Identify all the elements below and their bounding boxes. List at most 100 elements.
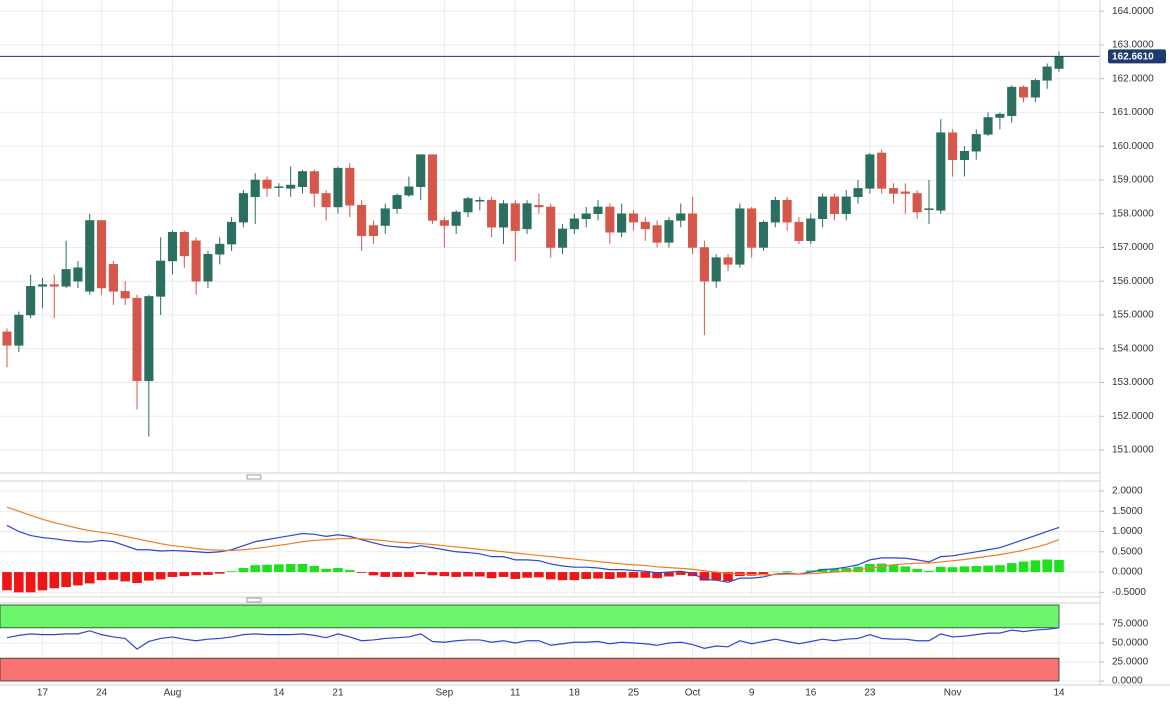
indicator-line [6,506,1060,576]
candle-body [865,154,875,189]
y-tick-label: 153.0000 [1112,377,1154,388]
y-tick-label: 161.0000 [1112,107,1154,118]
panel-resize-handle[interactable] [246,474,262,480]
x-tick-label: Nov [944,688,962,699]
candle-body [262,179,272,189]
candle-body [345,167,355,206]
candle-body [73,267,83,282]
y-tick-label: 162.0000 [1112,73,1154,84]
indicator-line [6,627,1060,650]
histogram-bar [439,572,450,577]
candle-body [959,151,969,160]
histogram-bar [96,572,107,581]
histogram-bar [344,570,355,573]
histogram-bar [404,572,414,577]
y-tick-label: 0.0000 [1112,676,1143,687]
histogram-bar [297,563,308,573]
histogram-bar [983,565,993,573]
candle-body [85,220,95,292]
candle-body [463,198,473,213]
candle-body [794,221,804,241]
candle-body [652,225,662,243]
candle-body [37,284,48,287]
candle-body [912,193,922,213]
histogram-bar [628,572,639,578]
histogram-bar [557,572,568,581]
histogram-bar [522,572,532,578]
candle-body [498,203,508,228]
candle-body [924,208,934,210]
candle-body [392,194,402,209]
histogram-bar [699,572,710,581]
histogram-bar [475,572,485,577]
panel-resize-handle[interactable] [246,597,262,603]
histogram-bar [593,572,603,579]
candle-body [321,193,331,208]
histogram-bar [971,565,982,573]
histogram-bar [723,572,733,581]
candle-body [120,291,130,299]
y-tick-label: 25.0000 [1112,657,1149,668]
y-tick-label: 158.0000 [1112,208,1154,219]
candle-body [841,196,851,214]
candle-body [510,203,520,231]
histogram-bar [226,571,237,573]
candle-body [297,171,308,187]
y-tick-label: 2.0000 [1112,486,1143,497]
candle-body [617,213,627,233]
y-tick-label: 75.0000 [1112,619,1149,630]
rsi-zone [0,604,1060,629]
candle-body [309,171,319,194]
histogram-bar [924,570,934,573]
candle-body [948,132,958,160]
candle-body [522,203,532,230]
candle-body [877,152,887,189]
y-tick-label: 163.0000 [1112,40,1154,51]
histogram-bar [427,572,438,576]
y-tick-label: 160.0000 [1112,141,1154,152]
histogram-bar [758,572,769,575]
x-tick-label: 21 [332,688,344,699]
x-tick-label: 14 [1053,688,1065,699]
candle-body [144,296,154,382]
histogram-bar [262,564,272,573]
candle-body [108,264,118,292]
histogram-bar [935,566,946,573]
candle-body [61,269,71,287]
y-tick-label: 154.0000 [1112,343,1154,354]
histogram-bar [959,566,970,573]
candle-body [853,188,863,198]
candle-body [1018,86,1029,98]
candle-body [227,221,237,245]
histogram-bar [616,572,627,578]
candle-body [1042,66,1052,81]
histogram-bar [569,572,580,581]
candle-body [487,199,497,228]
histogram-bar [191,572,201,576]
histogram-bar [463,572,473,577]
y-tick-label: 152.0000 [1112,411,1154,422]
candle-body [534,205,544,208]
histogram-bar [581,572,591,579]
candle-body [546,206,556,248]
candle-body [983,117,993,135]
histogram-bar [49,572,60,589]
candle-body [640,221,650,230]
candle-body [49,284,59,287]
histogram-bar [486,572,497,579]
histogram-bar [155,572,166,580]
candle-body [416,154,426,187]
histogram-bar [333,568,343,573]
candle-body [664,220,674,243]
candle-body [250,179,260,198]
x-tick-label: 11 [510,688,521,699]
candle-body [900,191,910,194]
y-tick-label: 164.0000 [1112,6,1154,17]
histogram-bar [380,572,391,577]
x-tick-label: Aug [164,688,182,699]
x-tick-label: 24 [96,688,108,699]
histogram-bar [108,572,119,580]
candle-body [439,220,449,226]
candle-body [818,196,828,220]
y-tick-label: 157.0000 [1112,242,1154,253]
